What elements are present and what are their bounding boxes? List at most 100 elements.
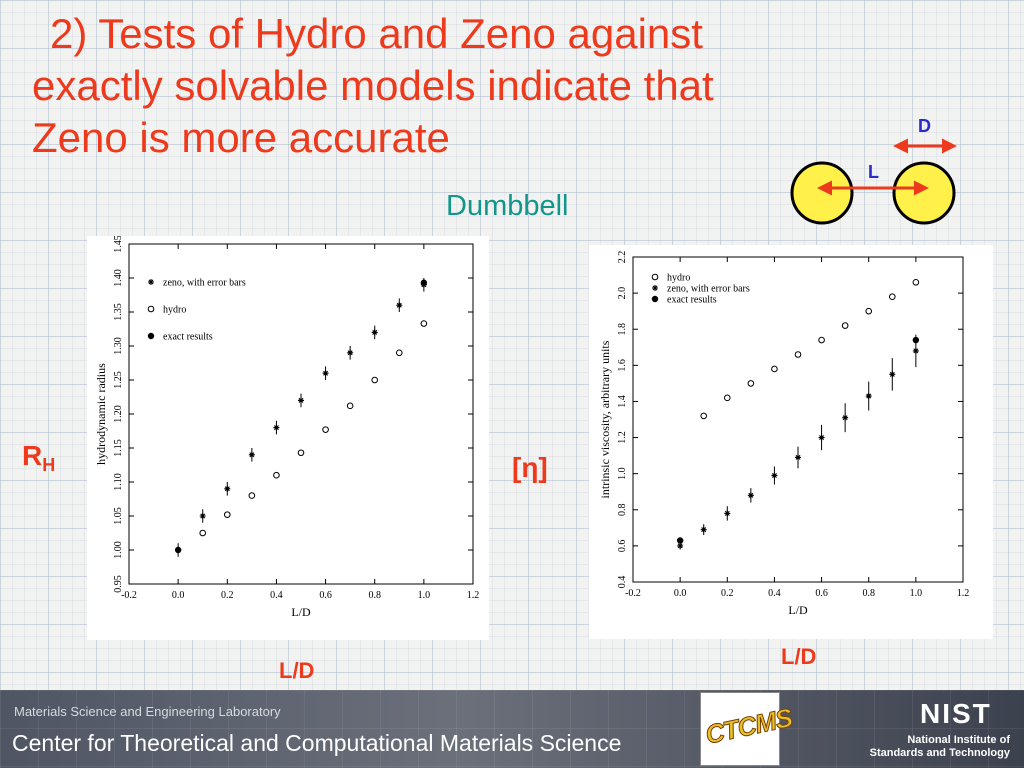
data-point xyxy=(794,351,802,358)
data-point xyxy=(771,472,778,479)
legend-marker xyxy=(147,305,155,313)
x-tick-label: 0.4 xyxy=(768,588,781,599)
rh-main: R xyxy=(22,440,43,471)
data-point xyxy=(248,451,255,458)
data-point xyxy=(865,393,872,400)
data-point xyxy=(199,513,206,519)
plot-frame xyxy=(632,256,964,583)
y-tick-label: 1.15 xyxy=(113,439,124,457)
y-tick-label: 1.35 xyxy=(113,303,124,321)
x-tick-label: 0.6 xyxy=(319,590,332,601)
series-star xyxy=(175,278,427,557)
x-tick-label: 0.8 xyxy=(368,590,381,601)
y-tick-label: 1.2 xyxy=(617,431,628,444)
right-sphere xyxy=(892,161,956,225)
data-point xyxy=(818,336,825,344)
ctcms-logo: CTCMS xyxy=(700,692,795,766)
title-line-1: 2) Tests of Hydro and Zeno against xyxy=(50,10,703,57)
y-tick-label: 1.40 xyxy=(113,269,124,287)
length-label: L xyxy=(868,162,879,182)
series-circle-open xyxy=(199,320,428,537)
data-point xyxy=(912,347,919,354)
left-xlabel-big: L/D xyxy=(279,658,315,683)
data-point xyxy=(795,454,801,461)
legend-marker xyxy=(147,332,155,340)
nist-name: National Institute of Standards and Tech… xyxy=(870,734,1010,760)
y-tick-label: 2.0 xyxy=(617,287,628,300)
data-point xyxy=(747,492,754,499)
data-point xyxy=(298,397,304,404)
y-tick-label: 1.4 xyxy=(617,395,628,408)
data-point xyxy=(420,279,428,286)
data-point xyxy=(912,336,920,344)
data-point xyxy=(841,322,849,329)
slide-title: 2) Tests of Hydro and Zeno against exact… xyxy=(32,8,882,164)
data-point xyxy=(322,370,329,377)
x-tick-label: 0.6 xyxy=(815,588,828,599)
x-tick-label: 0.0 xyxy=(674,588,687,599)
data-point xyxy=(676,537,684,544)
series-star xyxy=(677,334,919,550)
data-point xyxy=(818,434,825,441)
center-name: Center for Theoretical and Computational… xyxy=(12,730,622,756)
legend-entry: exact results xyxy=(163,332,213,343)
data-point xyxy=(199,529,207,537)
y-tick-label: 1.00 xyxy=(113,541,124,559)
diameter-label: D xyxy=(918,116,931,136)
subtitle: Dumbbell xyxy=(446,190,569,222)
data-point xyxy=(346,402,354,410)
y-tick-label: 1.05 xyxy=(113,507,124,525)
rh-chart: -0.2 0.0 0.2 0.4 0.6 0.8 1.0 1.2 0.95 1.00 1.05 1.1… xyxy=(94,235,480,619)
right-chart-panel: -0.2 0.0 0.2 0.4 0.6 0.8 1.0 1.2 0.4 0.6 0.8 1.0 1.2… xyxy=(589,245,993,639)
data-point xyxy=(420,320,428,327)
data-point xyxy=(224,485,231,492)
y-tick-label: 2.2 xyxy=(617,251,628,264)
y-tick-label: 1.30 xyxy=(113,337,124,355)
right-xlabel-big: L/D xyxy=(781,644,817,669)
data-point xyxy=(223,511,231,518)
data-point xyxy=(273,471,280,479)
legend-marker xyxy=(148,279,154,285)
footer-banner: Materials Science and Engineering Labora… xyxy=(0,690,1024,768)
x-tick-label: 0.8 xyxy=(862,588,875,599)
y-tick-label: 1.8 xyxy=(617,323,628,336)
x-tick-label: -0.2 xyxy=(625,588,641,599)
lab-name: Materials Science and Engineering Labora… xyxy=(14,704,281,719)
data-point xyxy=(273,424,280,431)
data-point xyxy=(396,302,403,309)
data-point xyxy=(771,365,778,373)
legend-entry: hydro xyxy=(667,273,690,284)
x-axis-label: L/D xyxy=(291,605,311,619)
data-point xyxy=(297,449,305,457)
legend-marker xyxy=(651,273,659,281)
data-point xyxy=(912,278,920,286)
legend-marker xyxy=(651,295,659,303)
series-circle-open xyxy=(700,278,920,420)
series-circle-filled xyxy=(676,336,920,544)
y-tick-label: 1.20 xyxy=(113,405,124,423)
title-line-2: exactly solvable models indicate that xyxy=(32,62,714,109)
rh-label: RH xyxy=(22,440,55,476)
left-chart-panel: -0.2 0.0 0.2 0.4 0.6 0.8 1.0 1.2 0.95 1.00 1.05 1.1… xyxy=(87,235,489,640)
y-tick-label: 0.6 xyxy=(617,540,628,553)
eta-chart: -0.2 0.0 0.2 0.4 0.6 0.8 1.0 1.2 0.4 0.6 0.8 1.0 1.2… xyxy=(598,251,969,617)
series-circle-filled xyxy=(174,279,428,554)
y-tick-label: 1.10 xyxy=(113,473,124,491)
left-sphere xyxy=(790,161,854,225)
y-tick-label: 1.6 xyxy=(617,359,628,372)
nist-line-2: Standards and Technology xyxy=(869,747,1010,759)
data-point xyxy=(322,426,329,433)
y-tick-label: 1.0 xyxy=(617,467,628,480)
data-point xyxy=(700,526,707,533)
y-axis-label: intrinsic viscosity, arbitrary units xyxy=(598,340,612,498)
eta-label: [η] xyxy=(512,452,548,483)
legend-entry: zeno, with error bars xyxy=(163,278,246,289)
data-point xyxy=(371,329,378,336)
data-point xyxy=(174,546,182,554)
data-point xyxy=(347,349,354,356)
x-tick-label: 1.2 xyxy=(467,590,480,601)
nist-line-1: National Institute of xyxy=(907,734,1010,746)
data-point xyxy=(677,542,684,549)
data-point xyxy=(865,307,873,315)
rh-sub: H xyxy=(42,455,56,475)
